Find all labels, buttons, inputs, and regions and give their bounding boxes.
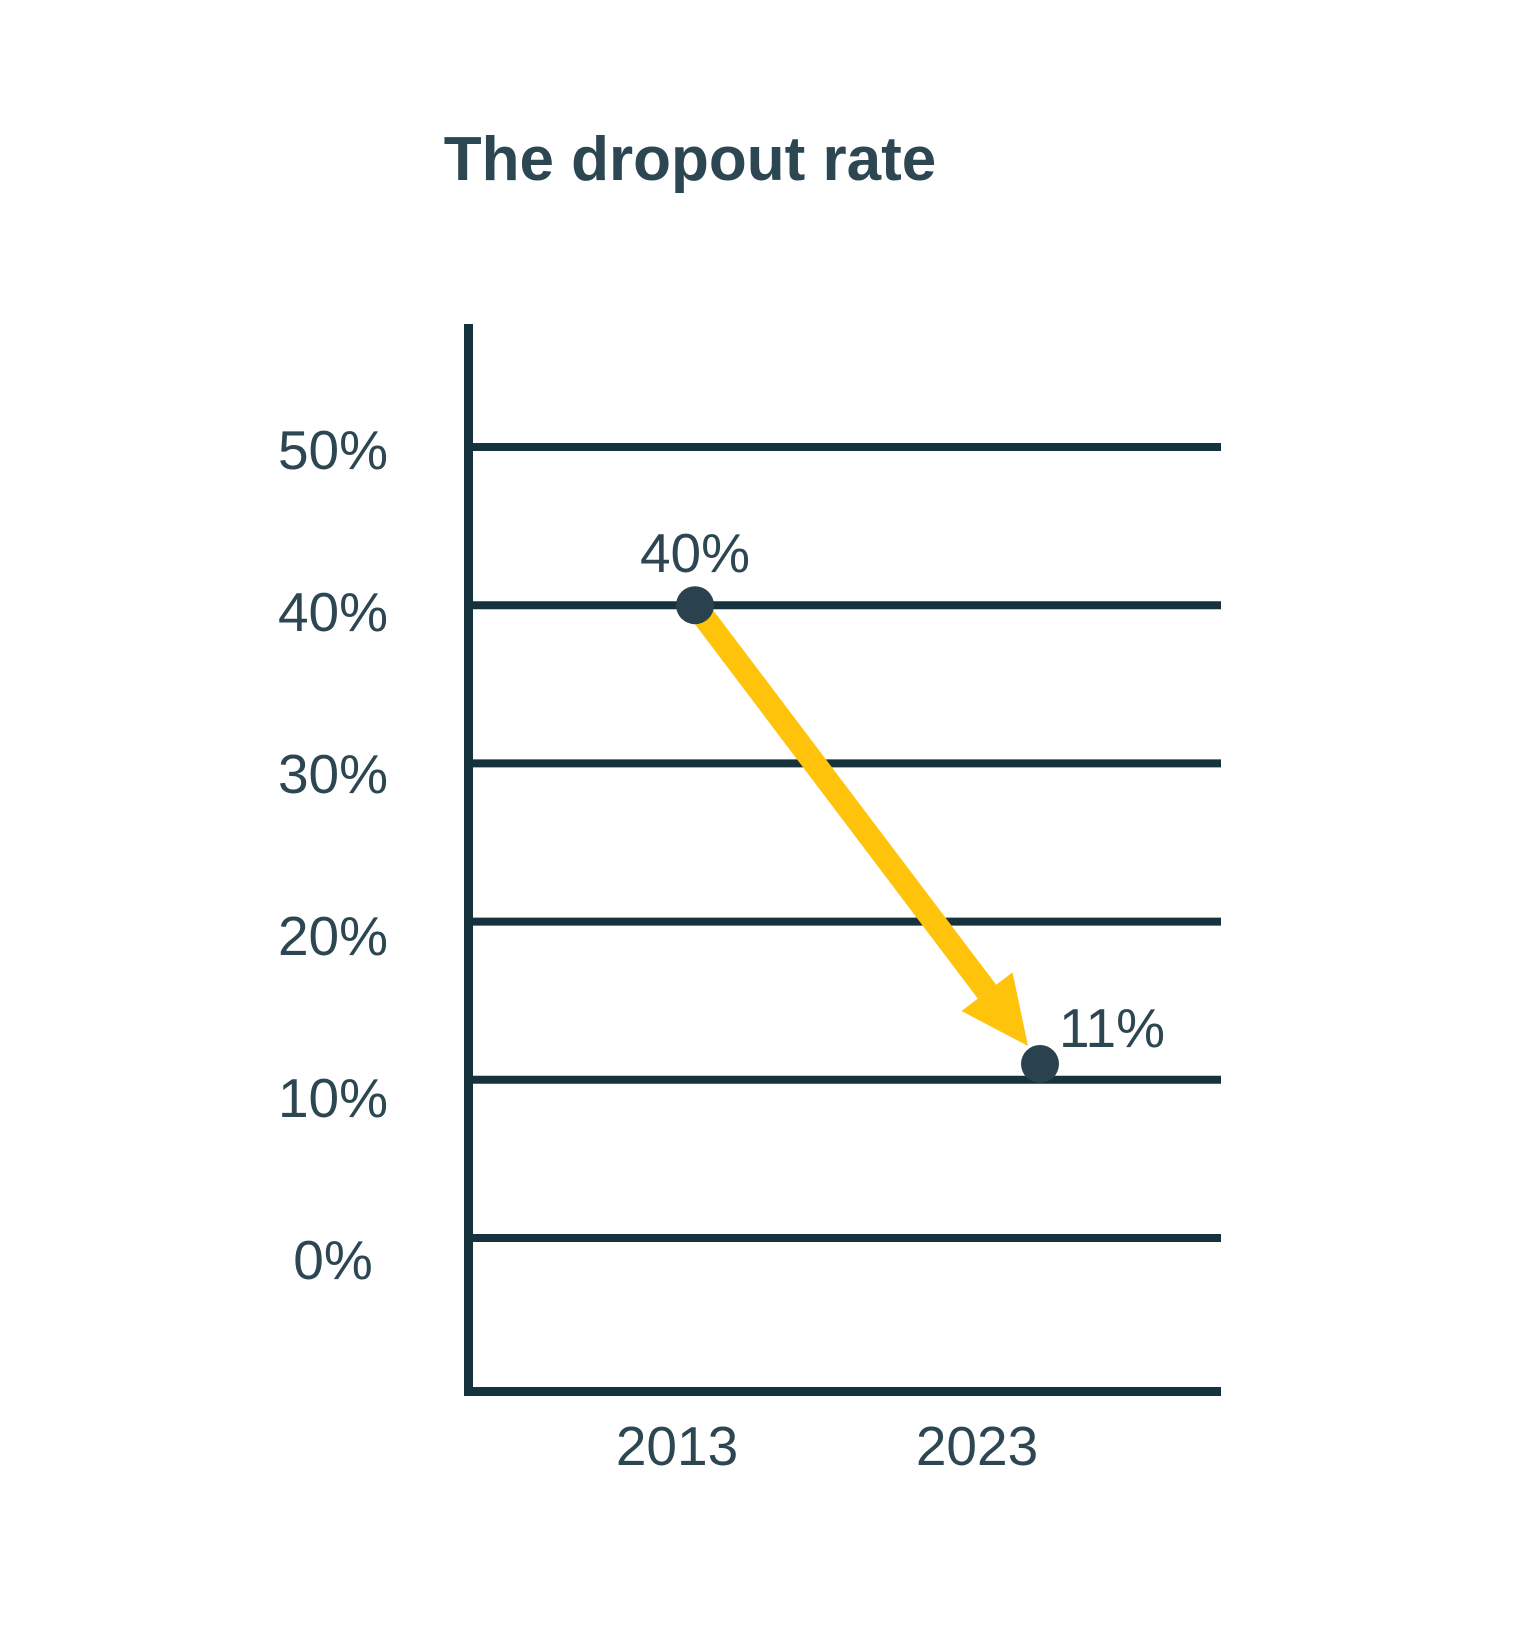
trend-arrow-head: [961, 972, 1028, 1046]
x-tick-label-2023: 2023: [916, 1415, 1038, 1477]
y-tick-label-50%: 50%: [278, 419, 388, 481]
data-point-2023: [1021, 1044, 1059, 1083]
chart-title: The dropout rate: [443, 125, 937, 194]
y-tick-label-30%: 30%: [278, 743, 388, 805]
data-point-2013: [676, 586, 714, 625]
y-tick-label-10%: 10%: [278, 1067, 388, 1129]
point-label-2013: 40%: [640, 522, 750, 584]
trend-arrow-shaft: [685, 598, 997, 999]
y-tick-label-40%: 40%: [278, 581, 388, 643]
y-tick-label-0%: 0%: [293, 1229, 373, 1291]
x-tick-label-2013: 2013: [616, 1415, 738, 1477]
point-label-2023: 11%: [1059, 997, 1165, 1059]
y-tick-label-20%: 20%: [278, 905, 388, 967]
